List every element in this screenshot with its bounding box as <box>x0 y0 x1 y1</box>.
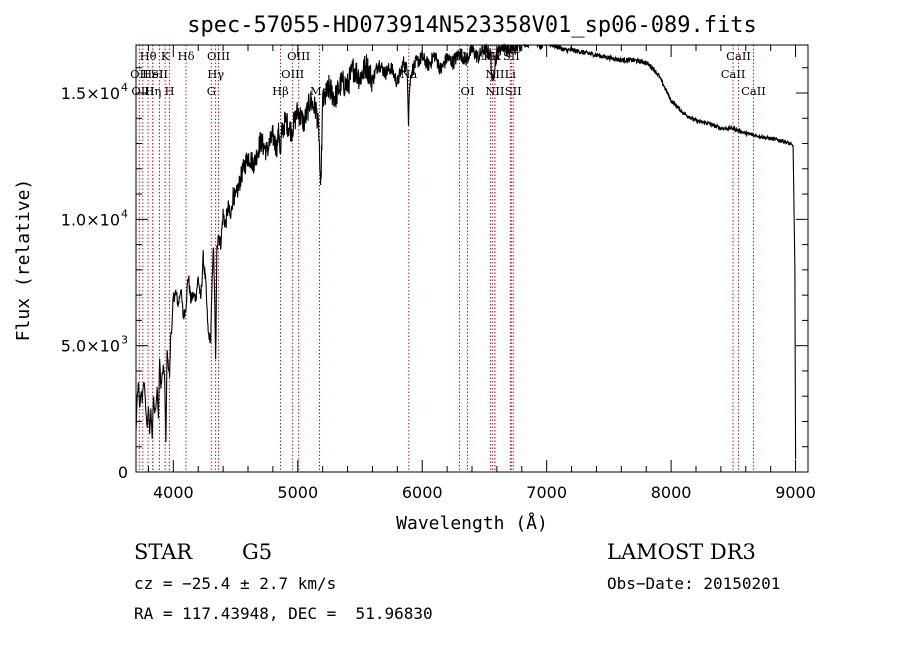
emission-line-label: HeI <box>142 67 163 81</box>
y-tick-label: 1.5×10 <box>61 84 120 103</box>
emission-line-label: OIII <box>131 84 154 98</box>
emission-line-label: Li <box>505 67 517 81</box>
x-tick-label: 7000 <box>526 483 567 502</box>
emission-line-label: Hγ <box>207 67 224 81</box>
x-tick-label: 9000 <box>775 483 816 502</box>
object-subclass: G5 <box>242 540 273 564</box>
x-tick-label: 5000 <box>277 483 318 502</box>
emission-line-label: SII <box>505 84 522 98</box>
emission-line-label: CaII <box>741 84 766 98</box>
emission-line-label: Hβ <box>272 84 289 98</box>
coordinates: RA = 117.43948, DEC = 51.96830 <box>134 604 433 623</box>
y-tick-exponent: 4 <box>121 81 128 94</box>
x-tick-label: 6000 <box>402 483 443 502</box>
survey-name: LAMOST DR3 <box>607 540 756 564</box>
plot-frame <box>135 44 809 473</box>
redshift-cz: cz = −25.4 ± 2.7 km/s <box>134 574 337 593</box>
spectrum-line <box>135 43 797 460</box>
y-tick-exponent: 4 <box>121 207 128 220</box>
x-tick-label: 8000 <box>651 483 692 502</box>
emission-line-label: OIII <box>281 67 304 81</box>
y-tick-label: 1.0×10 <box>61 210 120 229</box>
y-tick-exponent: 3 <box>121 334 128 347</box>
emission-line-label: CaII <box>726 49 751 63</box>
emission-line-label: NII <box>485 84 504 98</box>
emission-line-label: OIII <box>207 49 230 63</box>
observation-date: Obs−Date: 20150201 <box>607 574 781 593</box>
y-axis-ticks: 05.0×10 31.0×10 41.5×10 4 <box>61 67 808 482</box>
y-tick-label: 5.0×10 <box>61 337 120 356</box>
emission-line-label: OIII <box>287 49 310 63</box>
emission-line-label: H <box>164 84 174 98</box>
object-class: STAR <box>134 540 193 564</box>
emission-line-label: K <box>161 49 170 63</box>
x-axis-label: Wavelength (Å) <box>396 512 548 534</box>
y-axis-label: Flux (relative) <box>13 179 34 342</box>
emission-line-label: SII <box>151 67 168 81</box>
emission-line-markers <box>138 45 754 472</box>
x-axis-ticks: 4000 5000 6000 7000 8000 9000 <box>147 45 816 502</box>
emission-line-label: CaII <box>721 67 746 81</box>
emission-line-label: Hη <box>144 84 161 98</box>
emission-line-label: G <box>207 84 216 98</box>
emission-line-label: Na <box>400 67 417 81</box>
emission-line-label: OII <box>130 67 149 81</box>
y-tick-label: 0 <box>118 463 128 482</box>
x-tick-label: 4000 <box>153 483 194 502</box>
emission-line-label: Hθ <box>140 49 157 63</box>
chart-title: spec-57055-HD073914N523358V01_sp06-089.f… <box>187 13 757 38</box>
emission-line-label: Hδ <box>178 49 195 63</box>
emission-line-label: OI <box>461 84 475 98</box>
